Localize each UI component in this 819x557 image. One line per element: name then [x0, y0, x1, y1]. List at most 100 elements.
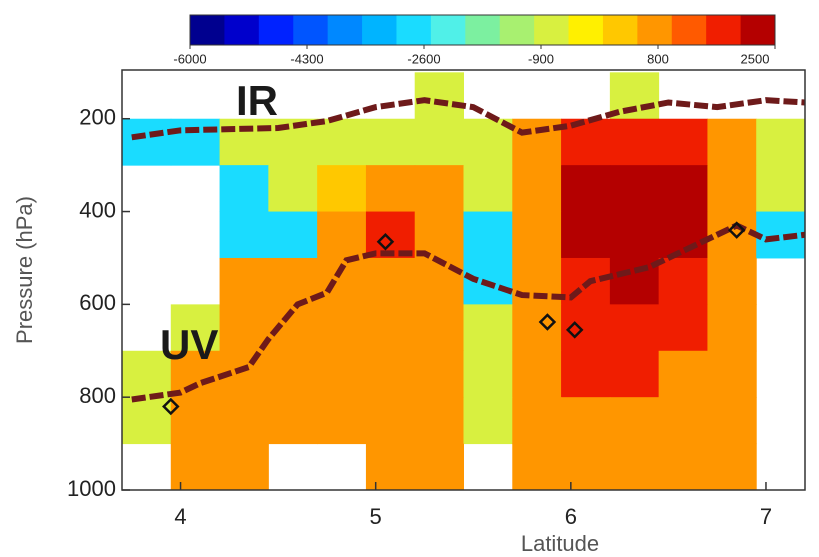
heatmap-cell	[609, 350, 660, 398]
heatmap-cell	[707, 350, 757, 398]
heatmap-cell	[707, 257, 757, 305]
colorbar-segment	[224, 15, 260, 45]
colorbar-segment	[740, 15, 776, 45]
colorbar-segment	[327, 15, 363, 45]
y-tick-label: 600	[79, 290, 116, 315]
colorbar-frame	[189, 14, 776, 46]
diamond-marker	[376, 232, 395, 251]
colorbar-segment	[534, 15, 570, 45]
colorbar-tick-label: -900	[528, 51, 554, 66]
colorbar-segment	[190, 15, 225, 45]
heatmap-cell	[658, 211, 708, 259]
heatmap-cell	[317, 350, 367, 398]
heatmap-cell	[609, 165, 660, 213]
heatmap-cell	[414, 118, 464, 166]
heatmap-cell	[463, 350, 513, 398]
heatmap	[122, 72, 805, 490]
heatmap-cell	[707, 443, 757, 490]
heatmap-cell	[365, 165, 416, 213]
colorbar-segment	[706, 15, 742, 45]
annotation: UV	[160, 321, 218, 368]
heatmap-cell	[463, 397, 513, 445]
heatmap-cell	[414, 350, 464, 398]
heatmap-cell	[609, 257, 660, 305]
heatmap-cell	[365, 350, 416, 398]
heatmap-cell	[317, 397, 367, 445]
heatmap-cell	[512, 397, 562, 445]
heatmap-cell	[756, 211, 805, 259]
heatmap-cell	[609, 304, 660, 352]
y-tick-label: 800	[79, 383, 116, 408]
heatmap-cell	[268, 350, 318, 398]
heatmap-cell	[561, 350, 611, 398]
heatmap-cell	[707, 304, 757, 352]
heatmap-cell	[707, 211, 757, 259]
heatmap-cell	[561, 211, 611, 259]
heatmap-cell	[219, 257, 269, 305]
heatmap-cell	[268, 211, 318, 259]
heatmap-cell	[707, 118, 757, 166]
heatmap-cell	[365, 257, 416, 305]
colorbar-segment	[362, 15, 397, 45]
heatmap-cell	[219, 211, 269, 259]
heatmap-cell	[414, 72, 464, 120]
heatmap-cell	[170, 118, 221, 166]
diamond-marker	[538, 313, 557, 331]
heatmap-cell	[414, 443, 464, 490]
heatmap-cell	[414, 397, 464, 445]
colorbar-tick-label: -2600	[407, 51, 440, 66]
heatmap-cell	[609, 443, 660, 490]
x-tick-label: 7	[760, 504, 772, 529]
heatmap-cell	[707, 397, 757, 445]
colorbar-segment	[568, 15, 604, 45]
x-tick-label: 4	[174, 504, 186, 529]
cloud-line	[131, 97, 805, 141]
heatmap-cell	[170, 397, 221, 445]
heatmap-cell	[463, 304, 513, 352]
heatmap-cell	[658, 397, 708, 445]
heatmap-cell	[658, 350, 708, 398]
heatmap-cell	[609, 211, 660, 259]
colorbar-segment	[465, 15, 501, 45]
heatmap-cell	[122, 350, 172, 398]
diamond-marker	[162, 397, 180, 416]
heatmap-cell	[512, 350, 562, 398]
heatmap-cell	[219, 304, 269, 352]
heatmap-cell	[658, 257, 708, 305]
heatmap-cell	[561, 165, 611, 213]
y-tick-label: 200	[79, 105, 116, 130]
heatmap-cell	[170, 443, 221, 490]
colorbar-segment	[637, 15, 673, 45]
heatmap-cell	[365, 443, 416, 490]
heatmap-cell	[268, 257, 318, 305]
heatmap-cell	[365, 397, 416, 445]
heatmap-cell	[219, 397, 269, 445]
colorbar-tick-label: -4300	[290, 51, 323, 66]
heatmap-cell	[658, 304, 708, 352]
colorbar-tick-label: 800	[647, 51, 669, 66]
heatmap-cell	[365, 118, 416, 166]
colorbar-segment	[293, 15, 329, 45]
y-tick-label: 400	[79, 197, 116, 222]
x-axis-label: Latitude	[521, 531, 599, 556]
heatmap-cell	[512, 443, 562, 490]
cloud-line	[131, 222, 805, 403]
colorbar-tick-label: 2500	[741, 51, 770, 66]
y-axis-label: Pressure (hPa)	[12, 196, 37, 344]
heatmap-cell	[268, 165, 318, 213]
heatmap-cell	[317, 304, 367, 352]
heatmap-cell	[414, 257, 464, 305]
x-tick-label: 5	[370, 504, 382, 529]
heatmap-cell	[658, 165, 708, 213]
colorbar-segment	[602, 15, 638, 45]
plot-frame	[121, 69, 806, 491]
heatmap-cell	[170, 304, 221, 352]
heatmap-cell	[561, 118, 611, 166]
heatmap-cell	[463, 211, 513, 259]
heatmap-cell	[658, 443, 708, 490]
heatmap-cell	[561, 443, 611, 490]
heatmap-cell	[512, 211, 562, 259]
annotation: IR	[236, 77, 278, 124]
heatmap-cell	[317, 211, 367, 259]
